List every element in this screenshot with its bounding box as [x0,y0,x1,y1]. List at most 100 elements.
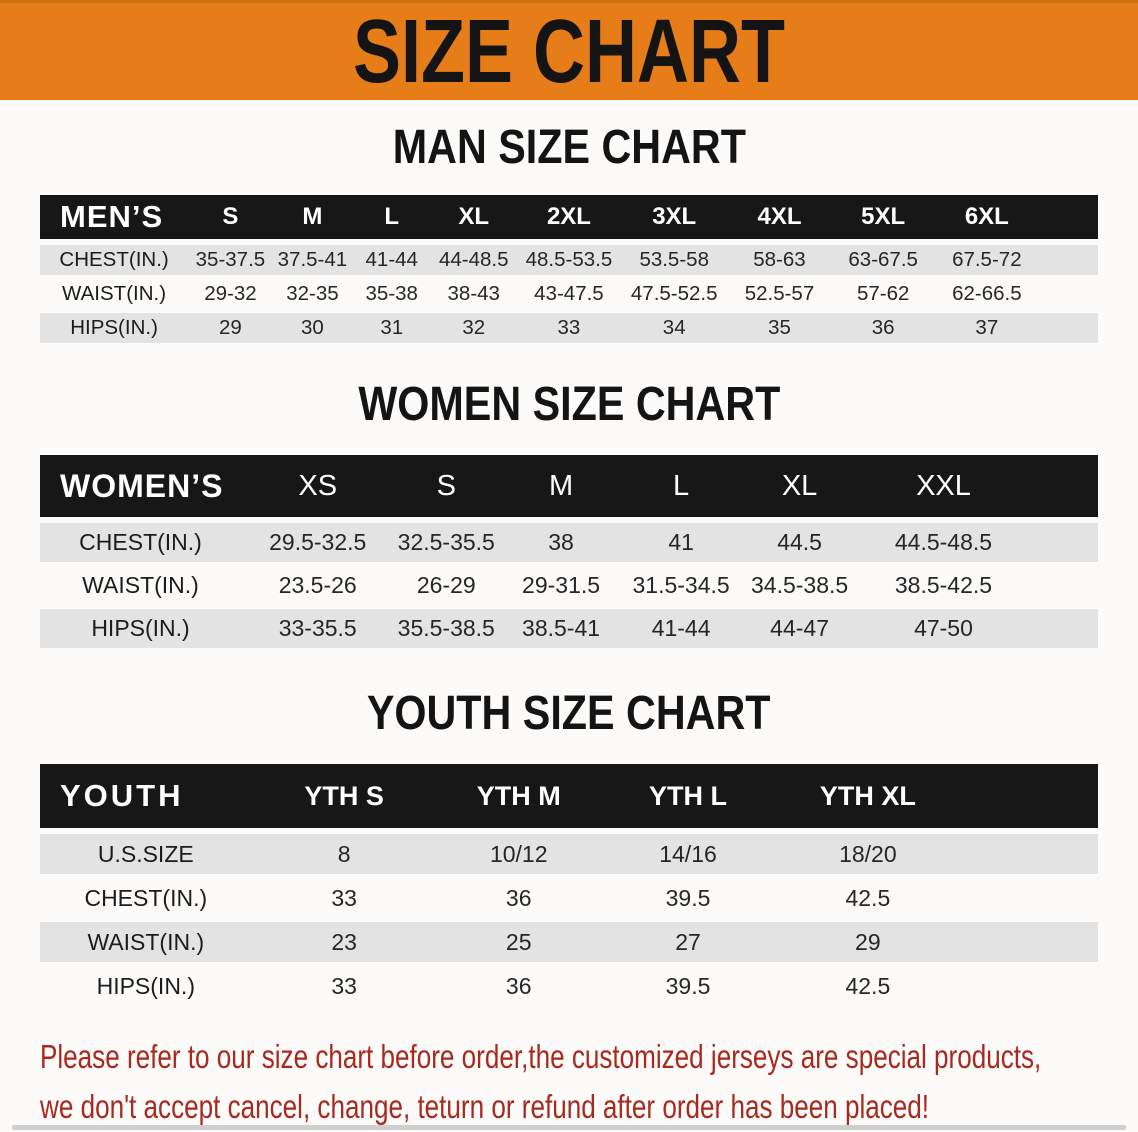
men-size-table: MEN’S S M L XL 2XL 3XL 4XL 5XL 6XL CHEST(IN.) 35-37… [40,195,1098,345]
men-heading-text: MAN SIZE CHART [392,121,746,174]
header-pad [1026,455,1098,521]
women-heading-text: WOMEN SIZE CHART [358,378,780,431]
size-value: 29-31.5 [522,572,601,598]
size-value: 44-48.5 [431,243,517,277]
column-header: M [498,455,624,521]
column-header: XS [241,455,395,521]
row-label: HIPS(IN.) [96,972,195,999]
size-value: 23 [251,920,437,964]
row-label: WAIST(IN.) [40,920,252,964]
size-value: 39.5 [665,884,711,911]
size-value: 31 [352,311,432,345]
size-value: 39.5 [665,972,711,999]
size-value: 42.5 [845,884,891,911]
women-group-label: WOMEN’S [40,455,242,521]
size-value: 44.5-48.5 [860,521,1026,564]
row-label: CHEST(IN.) [40,521,242,564]
size-value: 57-62 [856,282,910,305]
size-value: 38.5-41 [498,607,624,650]
size-value: 47.5-52.5 [630,282,718,305]
size-value: 29 [775,920,961,964]
column-header: 4XL [726,195,833,243]
column-header: 2XL [516,195,622,243]
size-value: 43-47.5 [534,282,604,305]
row-label: WAIST(IN.) [82,572,199,598]
column-header: XXL [860,455,1026,521]
size-chart-banner: SIZE CHART [0,0,1138,100]
table-row: CHEST(IN.) 35-37.5 37.5-41 41-44 44-48.5 48.5… [40,243,1098,277]
column-header: M [272,195,353,243]
row-pad [1040,277,1098,311]
size-value: 18/20 [775,832,961,876]
column-header: 6XL [933,195,1040,243]
row-label: HIPS(IN.) [40,607,242,650]
row-pad [1026,521,1098,564]
size-value: 33 [516,311,622,345]
size-value: 29 [188,311,273,345]
size-value: 38.5-42.5 [894,572,993,598]
column-header: YTH S [251,764,437,832]
size-value: 33-35.5 [241,607,395,650]
size-value: 41-44 [623,607,739,650]
row-label: WAIST(IN.) [62,282,167,305]
row-label: U.S.SIZE [40,832,252,876]
row-pad [1026,607,1098,650]
table-row: WAIST(IN.) 29-32 32-35 35-38 38-43 43-47.5 47.… [40,277,1098,311]
header-pad [1039,195,1098,243]
row-label: CHEST(IN.) [84,884,208,911]
size-value: 35 [726,311,833,345]
size-value: 38 [498,521,624,564]
table-row: HIPS(IN.) 29 30 31 32 33 34 35 36 37 [40,311,1098,345]
bottom-divider [12,1125,1126,1130]
youth-header-row: YOUTH YTH S YTH M YTH L YTH XL [40,764,1098,832]
column-header: YTH XL [775,764,961,832]
column-header: YTH M [436,764,601,832]
size-value: 31.5-34.5 [632,572,730,598]
men-group-label: MEN’S [40,195,189,243]
men-header-row: MEN’S S M L XL 2XL 3XL 4XL 5XL 6XL [40,195,1098,243]
table-row: WAIST(IN.) 23.5-26 26-29 29-31.5 31.5-34.5 34… [40,564,1098,607]
column-header: XL [431,195,517,243]
size-value: 29.5-32.5 [241,521,395,564]
size-value: 32 [431,311,517,345]
size-value: 35-37.5 [188,243,273,277]
size-value: 25 [436,920,601,964]
row-pad [960,964,1098,1008]
size-value: 58-63 [726,243,833,277]
row-pad [1026,564,1098,607]
table-row: HIPS(IN.) 33 36 39.5 42.5 [40,964,1098,1008]
row-label: HIPS(IN.) [40,311,189,345]
disclaimer-line-1: Please refer to our size chart before or… [40,1038,1042,1075]
women-header-row: WOMEN’S XS S M L XL XXL [40,455,1098,521]
row-pad [1039,311,1098,345]
size-value: 44-47 [738,607,861,650]
table-row: HIPS(IN.) 33-35.5 35.5-38.5 38.5-41 41-44 44-… [40,607,1098,650]
size-value: 30 [272,311,353,345]
table-row: U.S.SIZE 8 10/12 14/16 18/20 [40,832,1098,876]
size-value: 35.5-38.5 [394,607,499,650]
banner-title: SIZE CHART [353,1,785,102]
size-value: 32.5-35.5 [394,521,499,564]
women-section-heading: WOMEN SIZE CHART [0,381,1138,429]
column-header: L [623,455,739,521]
row-label: CHEST(IN.) [40,243,189,277]
men-section-heading: MAN SIZE CHART [0,124,1138,172]
size-tables-container: MAN SIZE CHART MEN’S S M L XL 2XL 3XL 4XL 5XL 6XL C… [0,124,1138,1008]
size-value: 63-67.5 [832,243,934,277]
size-value: 36 [505,972,532,999]
row-pad [1039,243,1098,277]
size-value: 14/16 [600,832,776,876]
size-value: 62-66.5 [952,282,1022,305]
size-value: 38-43 [447,282,500,305]
women-size-table: WOMEN’S XS S M L XL XXL CHEST(IN.) 29.5-32.5 32.5… [40,455,1098,650]
size-value: 67.5-72 [933,243,1040,277]
size-value: 35-38 [365,282,418,305]
size-value: 53.5-58 [621,243,727,277]
column-header: XL [738,455,861,521]
size-value: 37.5-41 [272,243,353,277]
column-header: S [188,195,273,243]
size-value: 23.5-26 [278,572,357,598]
size-value: 47-50 [860,607,1026,650]
size-value: 44.5 [738,521,861,564]
column-header: 5XL [832,195,934,243]
